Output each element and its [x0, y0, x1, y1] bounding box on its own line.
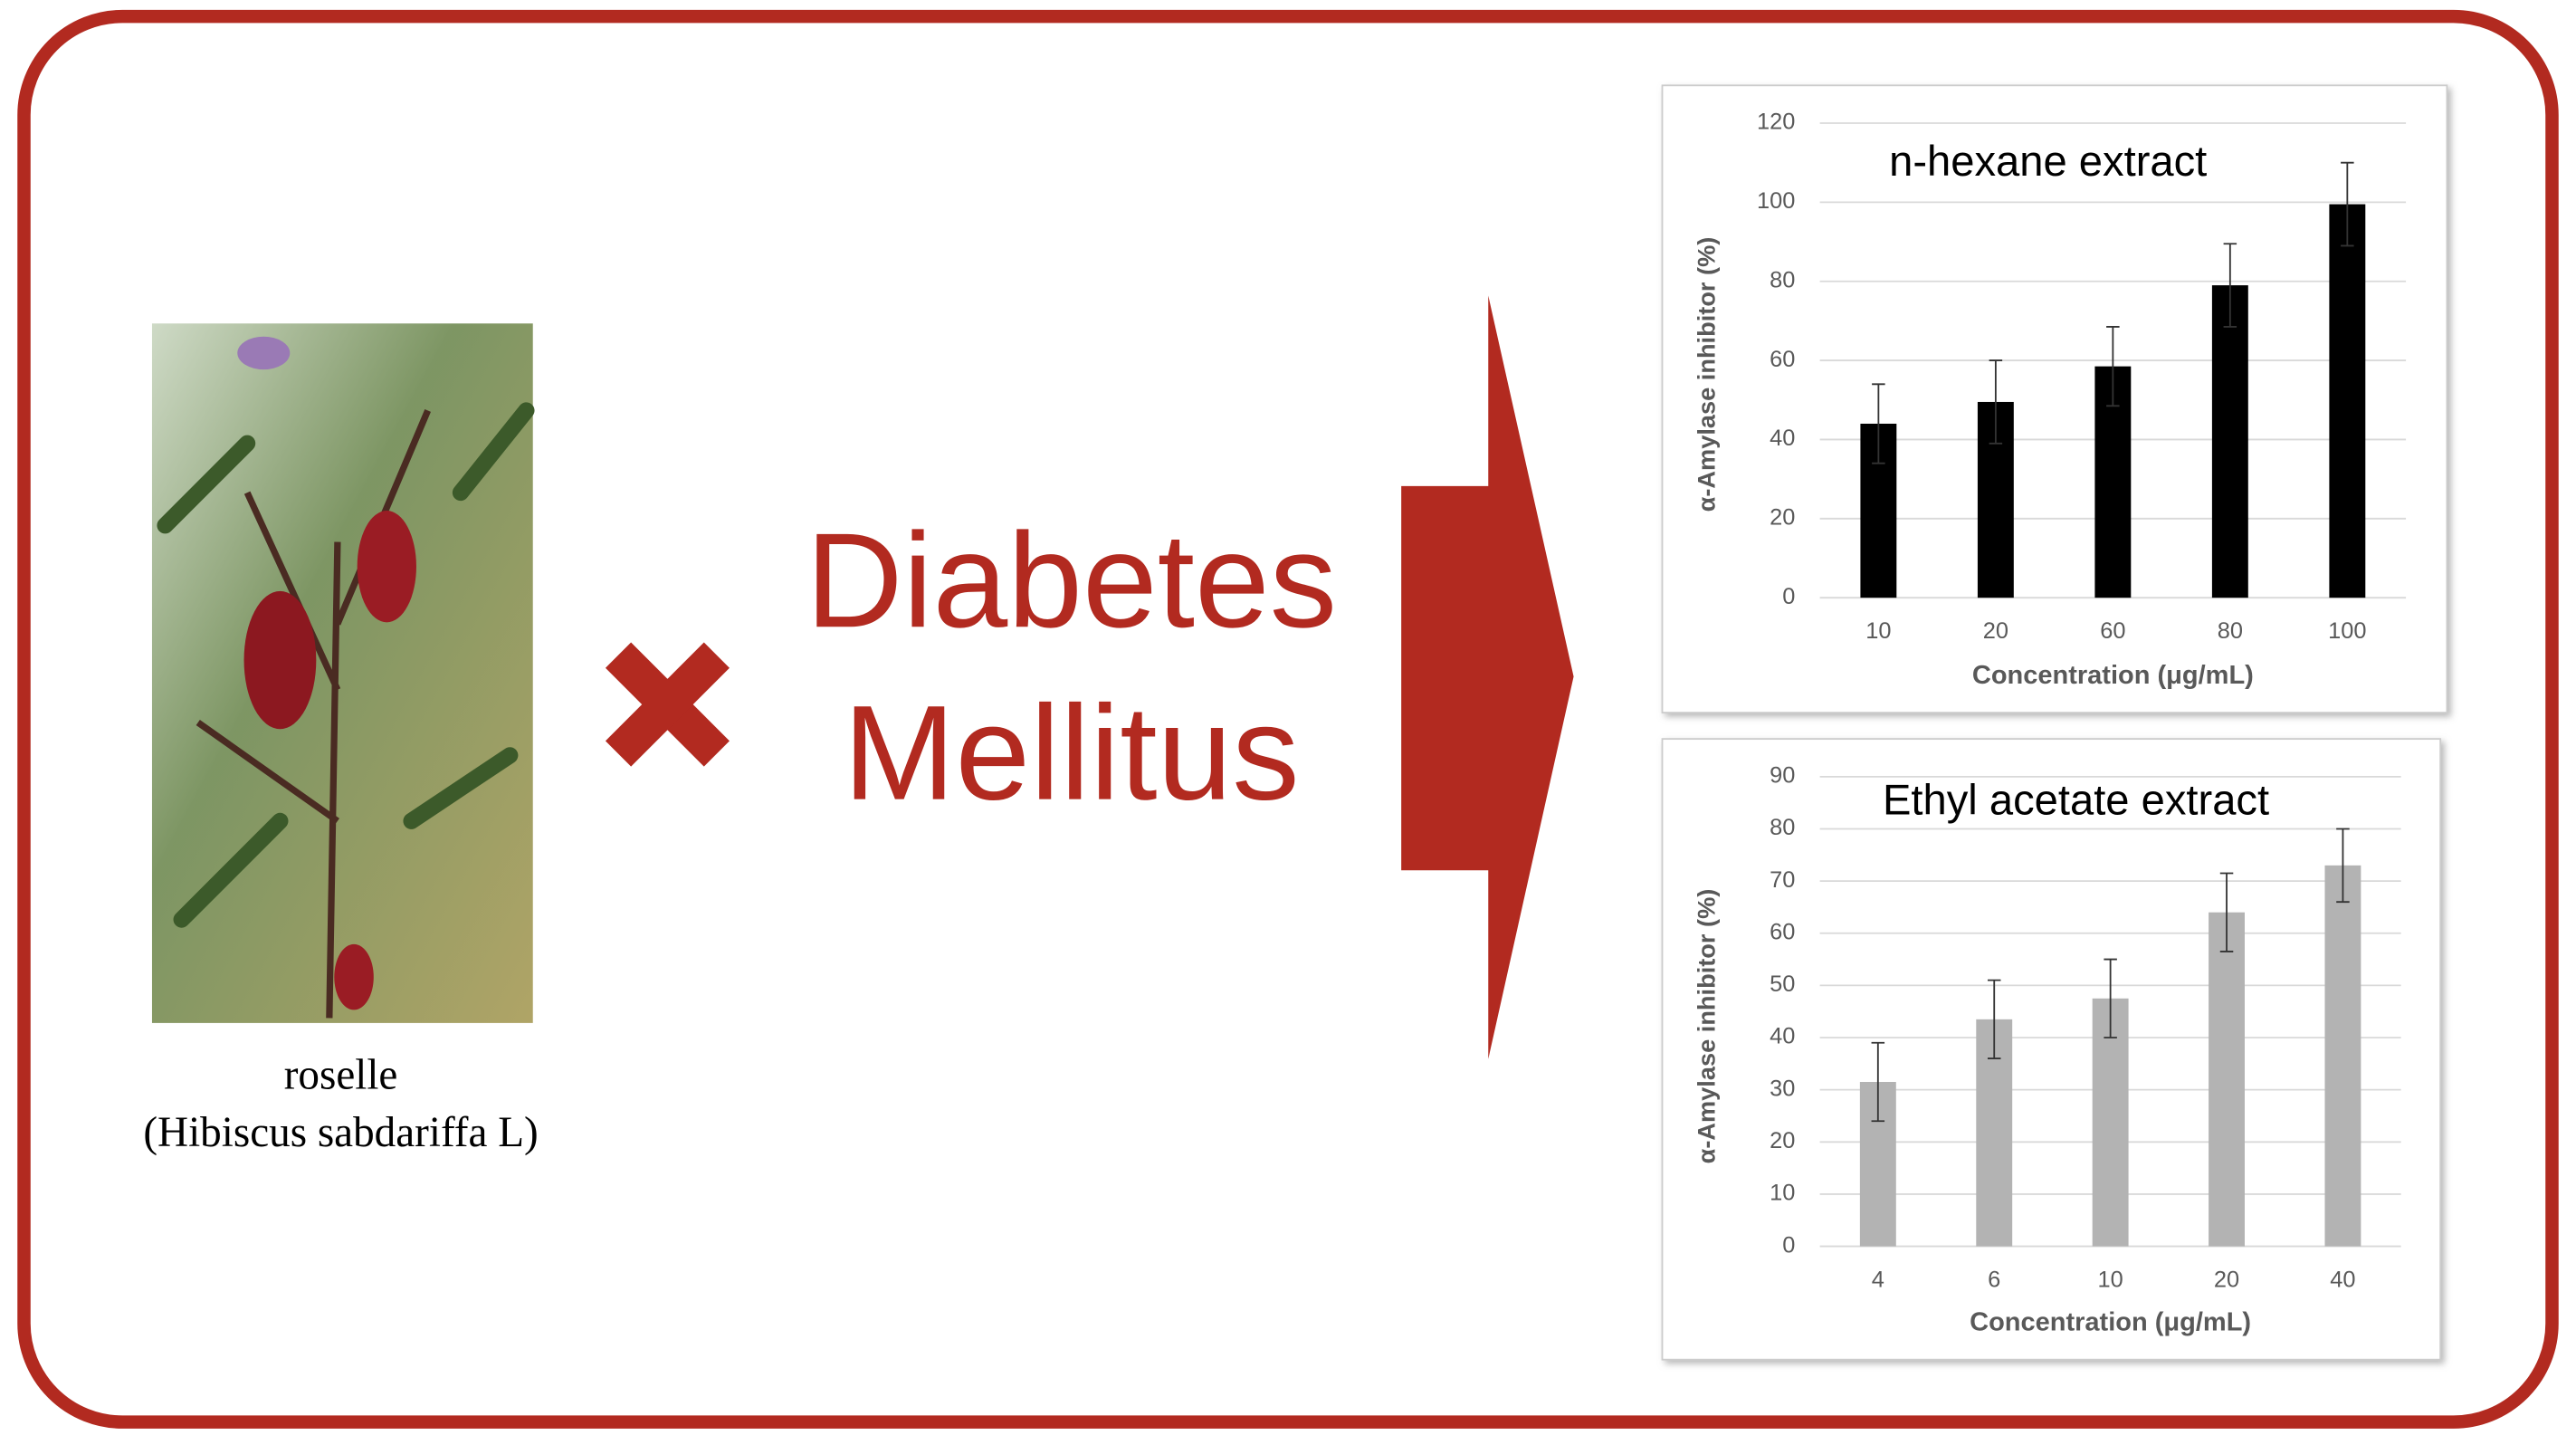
y-tick-label: 100 — [1757, 188, 1795, 214]
chart-title: n-hexane extract — [1889, 137, 2207, 185]
x-axis-label: Concentration (μg/mL) — [1970, 1307, 2251, 1336]
chart-panel — [1661, 84, 2448, 714]
y-tick-label: 80 — [1770, 267, 1795, 292]
error-bar — [1872, 383, 1885, 464]
disease-title: Mellitus — [844, 677, 1300, 828]
x-tick-label: 6 — [1988, 1267, 2000, 1292]
error-bar — [2223, 243, 2237, 328]
y-tick-label: 120 — [1757, 110, 1795, 135]
bar — [2092, 998, 2129, 1247]
y-tick-label: 20 — [1770, 1128, 1795, 1153]
bar — [2329, 204, 2366, 598]
y-axis-label: α-Amylase inhibitor (%) — [1692, 889, 1720, 1164]
chart-title: Ethyl acetate extract — [1883, 775, 2269, 823]
y-axis-label: α-Amylase inhibitor (%) — [1692, 237, 1720, 512]
x-tick-label: 40 — [2330, 1267, 2355, 1292]
arrow — [1401, 295, 1574, 1059]
y-tick-label: 50 — [1770, 971, 1795, 997]
y-tick-label: 80 — [1770, 815, 1795, 840]
x-tick-label: 20 — [2214, 1267, 2239, 1292]
x-tick-label: 10 — [2098, 1267, 2123, 1292]
error-bar — [2336, 828, 2350, 904]
plant-scientific-name: (Hibiscus sabdariffa L) — [143, 1109, 538, 1156]
bar — [2211, 285, 2248, 598]
x-tick-label: 20 — [1983, 618, 2008, 644]
y-tick-label: 0 — [1782, 584, 1795, 609]
y-tick-label: 90 — [1770, 763, 1795, 789]
y-tick-label: 40 — [1770, 1024, 1795, 1049]
x-tick-label: 100 — [2328, 618, 2366, 644]
y-tick-label: 40 — [1770, 426, 1795, 451]
bar — [2209, 912, 2245, 1247]
x-tick-label: 80 — [2218, 618, 2243, 644]
x-axis-label: Concentration (μg/mL) — [1972, 661, 2254, 690]
x-tick-label: 10 — [1865, 618, 1891, 644]
chart-panel — [1661, 738, 2442, 1361]
x-tick-label: 4 — [1872, 1267, 1884, 1292]
error-bar — [2341, 161, 2354, 247]
bar — [2324, 865, 2361, 1247]
error-bar — [1989, 359, 2003, 445]
plant-name: roselle — [284, 1051, 398, 1098]
y-tick-label: 70 — [1770, 867, 1795, 893]
cross-icon — [605, 642, 730, 767]
y-tick-label: 60 — [1770, 347, 1795, 372]
y-tick-label: 0 — [1782, 1232, 1795, 1258]
error-bar — [2219, 872, 2234, 952]
x-tick-label: 60 — [2100, 618, 2125, 644]
y-tick-label: 20 — [1770, 505, 1795, 531]
error-bar — [2106, 326, 2120, 407]
plant-photo — [151, 323, 535, 1023]
y-tick-label: 30 — [1770, 1076, 1795, 1101]
error-bar — [2104, 958, 2117, 1038]
disease-title: Diabetes — [806, 504, 1337, 656]
error-bar — [1987, 979, 2001, 1059]
y-tick-label: 60 — [1770, 919, 1795, 944]
error-bar — [1871, 1041, 1885, 1123]
y-tick-label: 10 — [1770, 1181, 1795, 1206]
